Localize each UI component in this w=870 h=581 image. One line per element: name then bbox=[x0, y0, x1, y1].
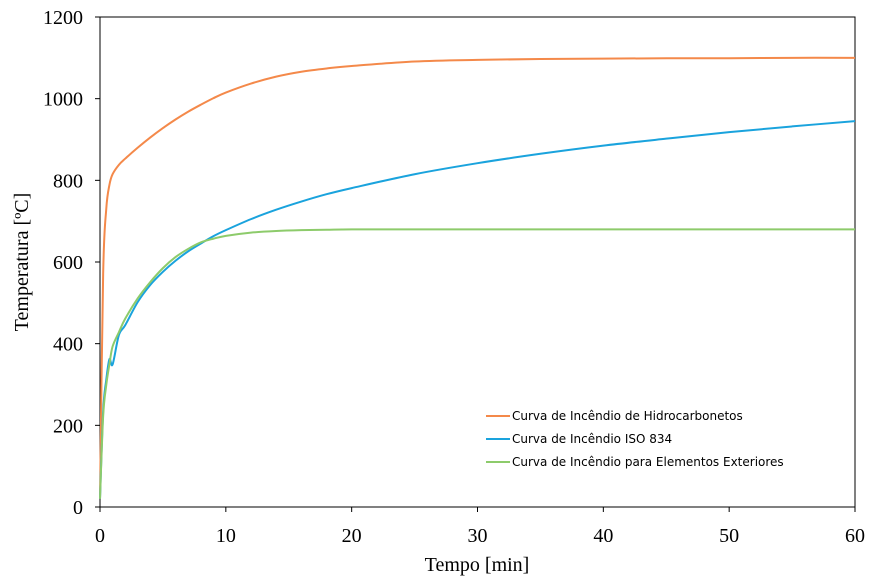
y-tick-label: 600 bbox=[53, 252, 83, 274]
plot-area bbox=[99, 16, 856, 508]
legend-item-hydrocarbon: Curva de Incêndio de Hidrocarbonetos bbox=[486, 409, 743, 423]
series-layer bbox=[99, 56, 856, 499]
x-axis-title: Tempo [min] bbox=[425, 554, 530, 576]
legend-item-external-elements: Curva de Incêndio para Elementos Exterio… bbox=[486, 455, 784, 469]
legend-label: Curva de Incêndio ISO 834 bbox=[512, 432, 672, 446]
y-tick-label: 1000 bbox=[43, 89, 83, 111]
x-tick-label: 50 bbox=[719, 525, 739, 547]
x-tick-label: 20 bbox=[342, 525, 362, 547]
x-tick-label: 10 bbox=[216, 525, 236, 547]
legend-label: Curva de Incêndio para Elementos Exterio… bbox=[512, 455, 784, 469]
series-line-iso834 bbox=[99, 120, 856, 499]
series-line-external-elements bbox=[99, 228, 855, 499]
x-tick-label: 60 bbox=[845, 525, 865, 547]
y-tick-label: 1200 bbox=[43, 7, 83, 29]
series-line-hydrocarbon bbox=[99, 56, 856, 499]
y-axis-title: Temperatura [ºC] bbox=[11, 193, 33, 332]
y-tick-label: 400 bbox=[53, 334, 83, 356]
legend-label: Curva de Incêndio de Hidrocarbonetos bbox=[512, 409, 743, 423]
x-tick-label: 30 bbox=[468, 525, 488, 547]
x-tick-label: 0 bbox=[95, 525, 105, 547]
legend: Curva de Incêndio de Hidrocarbonetos Curv… bbox=[486, 409, 784, 469]
legend-item-iso834: Curva de Incêndio ISO 834 bbox=[486, 432, 672, 446]
x-tick-label: 40 bbox=[593, 525, 613, 547]
y-tick-label: 0 bbox=[73, 497, 83, 519]
y-tick-label: 800 bbox=[53, 170, 83, 192]
y-tick-label: 200 bbox=[53, 415, 83, 437]
